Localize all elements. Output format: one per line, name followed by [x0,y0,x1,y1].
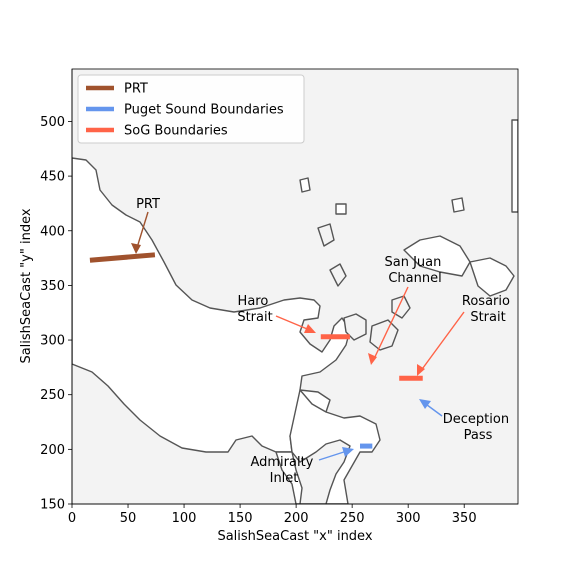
legend-entry-puget-sound: Puget Sound Boundaries [86,103,284,118]
legend-entry-prt: PRT [86,82,148,97]
annotation-sanjuan-line2: Channel [388,271,441,286]
annotation-rosario-line2: Strait [470,310,505,325]
lake-b [335,203,347,215]
legend-label-prt: PRT [124,82,148,97]
annotation-sanjuan-line1: San Juan [384,255,441,270]
annotation-rosario-strait: Rosario Strait [462,294,514,325]
right-edge-inlet [511,119,518,213]
x-tick-7: 350 [452,504,477,526]
legend-entry-sog: SoG Boundaries [86,124,228,139]
y-tick-label-3: 300 [40,334,65,349]
y-tick-4: 350 [40,279,72,294]
arrow-deception-pass [419,399,443,417]
x-tick-4: 200 [284,504,309,526]
island-e [317,223,335,247]
y-tick-1: 200 [40,443,72,458]
y-axis: 150 200 250 300 350 400 450 500 [40,69,73,513]
y-tick-7: 500 [40,115,72,130]
legend: PRT Puget Sound Boundaries SoG Boundarie… [77,74,305,144]
x-tick-label-5: 250 [340,511,365,526]
y-tick-2: 250 [40,388,72,403]
lake-c [451,197,465,213]
annotation-deception-pass: Deception Pass [443,412,513,443]
island-b [369,319,399,351]
y-tick-label-5: 400 [40,224,65,239]
annotation-admiralty-inlet: Admiralty Inlet [250,455,317,486]
legend-label-puget-sound: Puget Sound Boundaries [124,103,284,118]
northeast-channel [469,257,515,297]
y-tick-label-2: 250 [40,388,65,403]
island-d [329,263,347,287]
x-tick-3: 150 [228,504,253,526]
x-tick-label-3: 150 [228,511,253,526]
y-tick-label-6: 450 [40,170,65,185]
y-tick-label-1: 200 [40,443,65,458]
y-tick-6: 450 [40,170,72,185]
island-a [343,313,367,341]
x-tick-label-2: 100 [172,511,197,526]
plot-frame [71,68,519,505]
olympic-land [291,439,351,504]
annotation-admiralty-line2: Inlet [270,471,299,486]
annotation-admiralty-line1: Admiralty [250,455,313,470]
x-axis-label: SalishSeaCast "x" index [217,529,372,544]
x-tick-6: 300 [396,504,421,526]
y-tick-5: 400 [40,224,72,239]
x-tick-label-1: 50 [120,511,137,526]
lake-a [299,177,311,193]
y-axis-label: SalishSeaCast "y" index [19,208,34,363]
arrow-rosario-strait [417,311,465,376]
y-tick-0: 150 [40,498,72,513]
annotation-arrows [131,211,465,461]
annotation-prt-line1: PRT [136,197,160,212]
annotation-haro-line2: Strait [237,310,272,325]
x-axis: 0 50 100 150 200 250 300 350 [68,503,518,526]
x-tick-label-6: 300 [396,511,421,526]
x-tick-label-0: 0 [68,511,76,526]
arrow-haro-strait [275,315,316,333]
annotation-haro-strait: Haro Strait [237,294,272,325]
annotation-rosario-line1: Rosario [462,294,510,309]
boundary-segments [89,252,423,449]
annotation-labels: PRT Haro Strait San Juan Channel Rosario… [136,197,514,486]
annotation-deception-line1: Deception [443,412,509,427]
y-tick-3: 300 [40,334,72,349]
x-tick-label-4: 200 [284,511,309,526]
legend-label-sog: SoG Boundaries [124,124,228,139]
x-tick-0: 0 [68,504,76,526]
y-tick-label-7: 500 [40,115,65,130]
annotation-haro-line1: Haro [238,294,269,309]
annotation-san-juan-channel: San Juan Channel [384,255,445,286]
arrow-admiralty-inlet [318,447,354,461]
x-tick-5: 250 [340,504,365,526]
arrow-prt [131,211,149,254]
y-tick-label-0: 150 [40,498,65,513]
x-tick-2: 100 [172,504,197,526]
legend-box [77,74,305,144]
x-tick-1: 50 [120,504,137,526]
annotation-deception-line2: Pass [464,428,493,443]
boundary-segment-0 [89,252,156,263]
x-tick-label-7: 350 [452,511,477,526]
annotation-prt: PRT [136,197,160,212]
y-tick-label-4: 350 [40,279,65,294]
arrow-san-juan-channel [368,286,409,365]
